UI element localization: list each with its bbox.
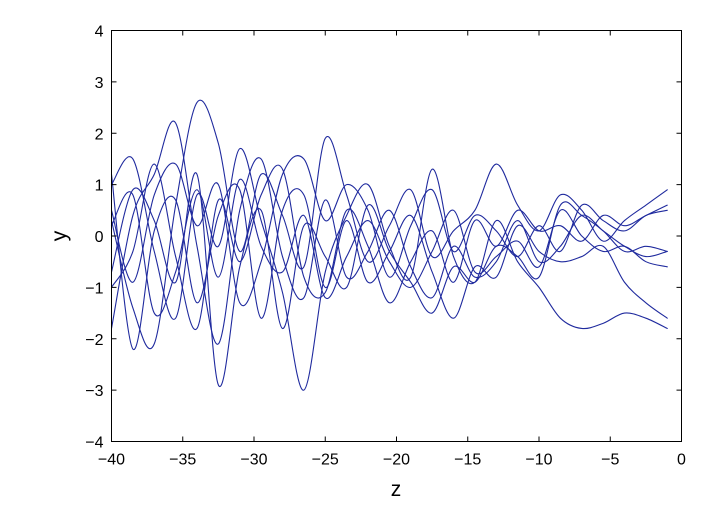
x-tick-label: −20 [383, 452, 410, 469]
series-line-5 [110, 155, 668, 307]
y-tick-label: −4 [85, 435, 103, 452]
series-layer [110, 99, 668, 391]
y-tick-label: 3 [95, 75, 104, 92]
x-tick-label: −5 [601, 452, 619, 469]
x-tick-label: −10 [525, 452, 552, 469]
x-axis-label: z [391, 478, 402, 501]
y-axis-label: y [48, 230, 71, 241]
series-line-7 [110, 163, 668, 331]
y-tick-label: 4 [95, 24, 104, 41]
x-tick-label: −15 [454, 452, 481, 469]
y-tick-label: 1 [95, 178, 104, 195]
x-tick-label: −30 [240, 452, 267, 469]
series-line-3 [110, 148, 668, 391]
x-tick-label: −40 [98, 452, 125, 469]
series-line-4 [110, 172, 668, 388]
x-tick-label: −25 [312, 452, 339, 469]
series-line-2 [110, 120, 668, 345]
y-tick-label: 0 [95, 229, 104, 246]
series-line-8 [110, 178, 668, 317]
series-line-1 [110, 99, 668, 350]
y-tick-label: −3 [85, 383, 103, 400]
y-tick-label: −1 [85, 280, 103, 297]
series-line-6 [110, 173, 668, 350]
x-tick-label: 0 [677, 452, 686, 469]
y-tick-label: 2 [95, 126, 104, 143]
y-tick-label: −2 [85, 332, 103, 349]
x-tick-label: −35 [169, 452, 196, 469]
